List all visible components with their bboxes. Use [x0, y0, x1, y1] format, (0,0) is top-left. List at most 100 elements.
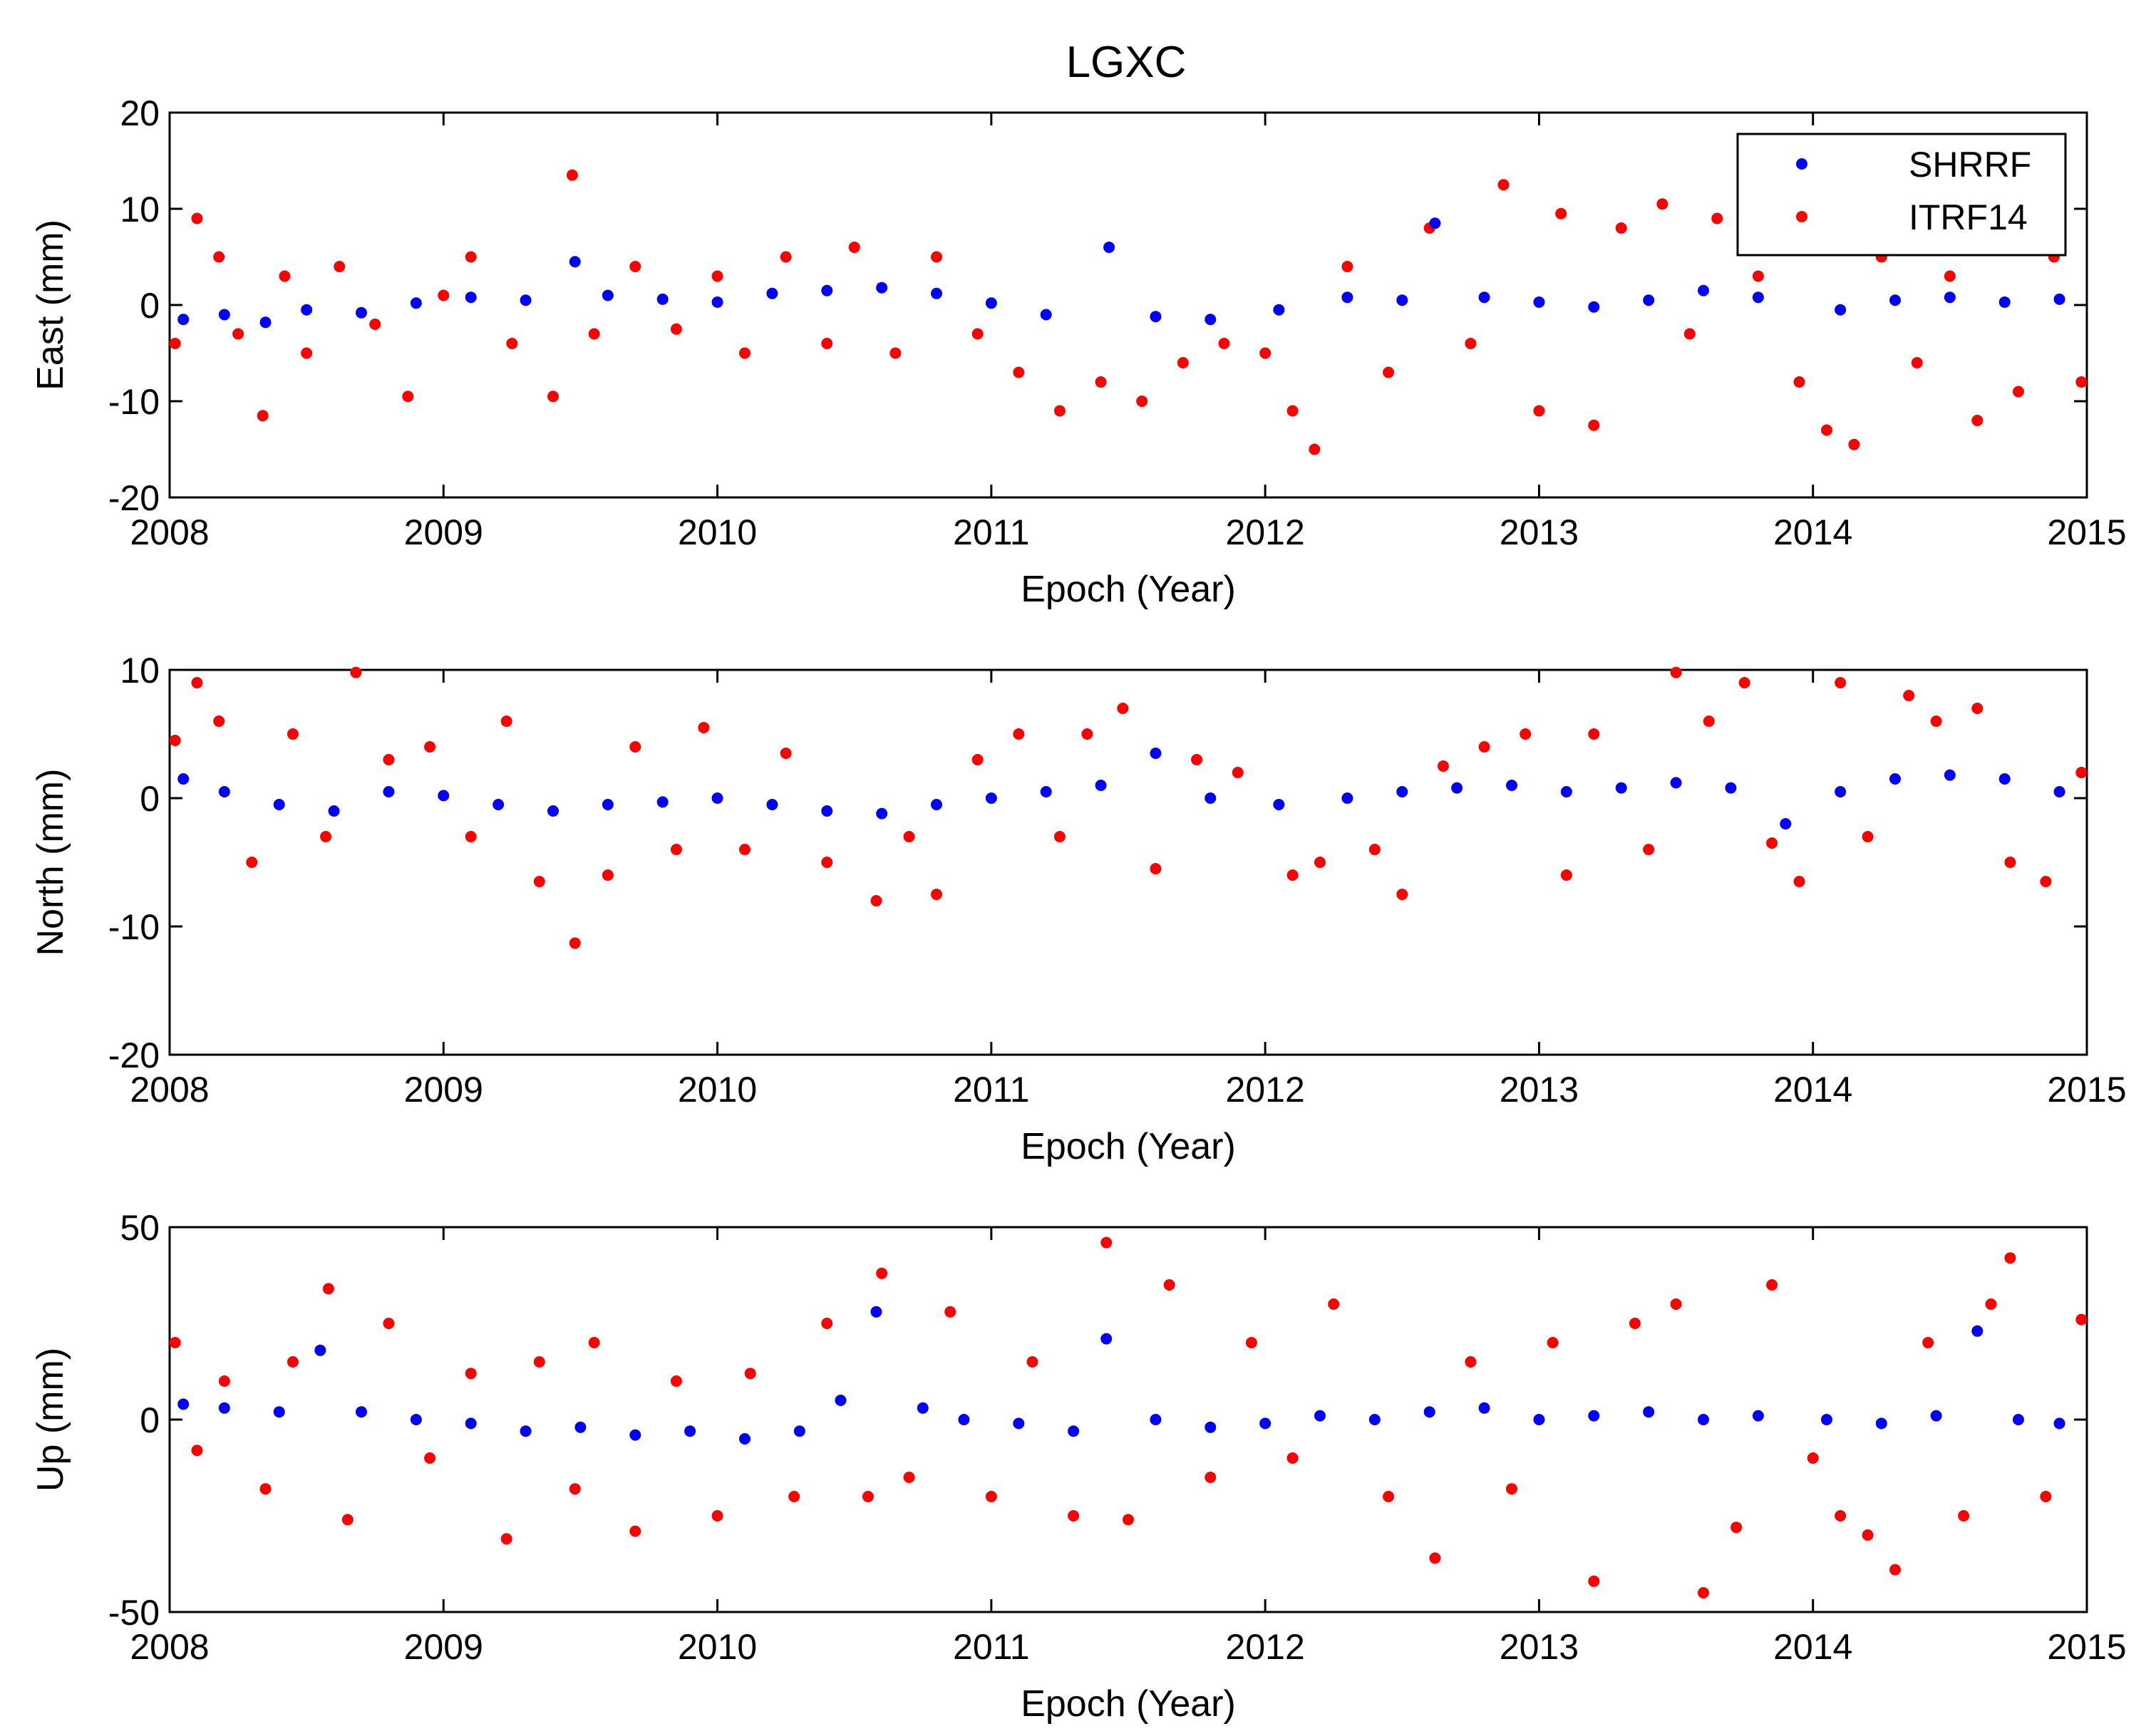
point-itrf14 — [1150, 863, 1162, 874]
point-shrrf — [1314, 1410, 1326, 1422]
point-itrf14 — [1698, 1587, 1709, 1598]
point-shrrf — [835, 1395, 847, 1406]
point-itrf14 — [506, 338, 518, 349]
point-itrf14 — [257, 410, 269, 422]
point-itrf14 — [169, 1337, 181, 1348]
x-tick-label-east: 2010 — [678, 512, 757, 552]
point-itrf14 — [1081, 728, 1093, 740]
point-itrf14 — [402, 391, 414, 403]
point-itrf14 — [1911, 357, 1923, 368]
point-shrrf — [1068, 1425, 1080, 1437]
point-itrf14 — [465, 831, 477, 842]
point-itrf14 — [1793, 376, 1805, 388]
point-itrf14 — [350, 666, 362, 678]
point-itrf14 — [1437, 760, 1449, 772]
point-shrrf — [821, 805, 833, 817]
point-itrf14 — [1286, 1452, 1299, 1464]
point-itrf14 — [1889, 1564, 1901, 1576]
point-shrrf — [917, 1402, 929, 1414]
point-itrf14 — [1205, 1472, 1217, 1483]
point-shrrf — [1368, 1414, 1381, 1425]
y-tick-label-up: -50 — [108, 1593, 160, 1633]
point-itrf14 — [383, 754, 395, 765]
point-shrrf — [711, 296, 723, 308]
point-shrrf — [1396, 786, 1408, 797]
point-itrf14 — [213, 715, 225, 727]
point-itrf14 — [1730, 1521, 1743, 1534]
point-shrrf — [1150, 311, 1162, 323]
point-shrrf — [1930, 1410, 1942, 1422]
point-shrrf — [218, 1402, 230, 1414]
point-shrrf — [821, 284, 833, 296]
x-tick-label-up: 2012 — [1226, 1627, 1305, 1667]
point-shrrf — [356, 1406, 367, 1418]
point-itrf14 — [259, 1483, 272, 1495]
point-shrrf — [1643, 294, 1655, 306]
point-itrf14 — [602, 869, 614, 881]
point-itrf14 — [744, 1368, 756, 1380]
point-itrf14 — [2012, 386, 2024, 398]
point-itrf14 — [1738, 677, 1750, 688]
point-shrrf — [177, 1398, 190, 1410]
point-itrf14 — [739, 347, 750, 359]
point-itrf14 — [1985, 1298, 1997, 1310]
x-tick-label-north: 2011 — [953, 1070, 1030, 1110]
point-shrrf — [656, 293, 669, 305]
point-shrrf — [1341, 291, 1353, 304]
point-shrrf — [684, 1425, 696, 1437]
point-itrf14 — [1465, 1356, 1477, 1368]
x-tick-label-north: 2010 — [678, 1070, 757, 1110]
point-itrf14 — [1766, 1279, 1778, 1291]
point-shrrf — [1429, 217, 1441, 229]
point-itrf14 — [1670, 666, 1682, 678]
point-itrf14 — [862, 1491, 874, 1502]
point-itrf14 — [465, 1368, 477, 1380]
x-tick-label-north: 2013 — [1500, 1070, 1579, 1110]
x-axis-label-up: Epoch (Year) — [1021, 1683, 1236, 1725]
x-axis-label-east: Epoch (Year) — [1021, 569, 1236, 610]
point-itrf14 — [1286, 405, 1299, 417]
point-itrf14 — [670, 1375, 682, 1387]
point-itrf14 — [876, 1267, 888, 1279]
point-shrrf — [1588, 301, 1600, 313]
point-itrf14 — [1670, 1298, 1682, 1310]
point-shrrf — [2053, 786, 2065, 797]
x-tick-label-east: 2012 — [1226, 512, 1305, 552]
point-itrf14 — [383, 1318, 395, 1329]
point-itrf14 — [711, 1510, 723, 1521]
point-shrrf — [1944, 291, 1956, 304]
point-itrf14 — [944, 1306, 956, 1318]
y-tick-label-east: -20 — [108, 478, 160, 518]
point-itrf14 — [1588, 419, 1600, 431]
point-shrrf — [1998, 296, 2011, 308]
y-tick-label-north: -20 — [108, 1035, 160, 1075]
point-shrrf — [273, 799, 285, 810]
point-itrf14 — [1314, 857, 1326, 868]
point-itrf14 — [1835, 677, 1847, 688]
x-tick-label-east: 2015 — [2047, 512, 2126, 552]
y-tick-label-east: -10 — [108, 382, 160, 422]
point-shrrf — [410, 1414, 422, 1425]
point-shrrf — [1478, 291, 1490, 304]
x-tick-label-east: 2011 — [953, 512, 1030, 552]
point-itrf14 — [218, 1375, 230, 1387]
point-shrrf — [602, 289, 614, 301]
point-shrrf — [1752, 1410, 1764, 1422]
point-itrf14 — [1497, 179, 1510, 191]
y-tick-label-east: 0 — [140, 286, 160, 326]
point-itrf14 — [1683, 328, 1696, 340]
point-itrf14 — [465, 251, 477, 263]
point-shrrf — [602, 799, 614, 810]
legend-label-itrf14: ITRF14 — [1909, 197, 2028, 237]
point-shrrf — [1396, 294, 1408, 306]
point-itrf14 — [1383, 366, 1395, 378]
point-itrf14 — [1506, 1483, 1517, 1495]
point-shrrf — [1506, 780, 1517, 791]
point-itrf14 — [1793, 876, 1805, 887]
point-shrrf — [1205, 314, 1217, 326]
point-itrf14 — [1286, 869, 1299, 881]
point-shrrf — [301, 304, 313, 316]
point-shrrf — [2053, 293, 2065, 305]
point-itrf14 — [903, 1472, 915, 1483]
y-tick-label-east: 10 — [120, 190, 160, 229]
